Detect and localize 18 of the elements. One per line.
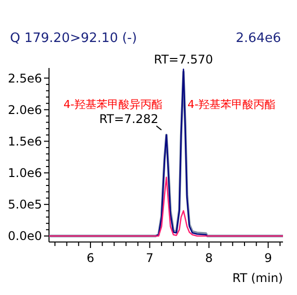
x-axis-title: RT (min)	[232, 271, 283, 285]
text: 2.64e6	[236, 31, 281, 46]
y-tick-label: 1.5e6	[8, 134, 42, 148]
x-tick-label: 9	[264, 251, 272, 265]
line-series	[48, 176, 284, 237]
chart-title: Q 179.20>92.10 (-)	[10, 31, 137, 46]
y-tick-label: 0.0e0	[8, 229, 42, 244]
y-tick-label: 2.5e6	[8, 71, 42, 86]
annotation: 4-羟基苯甲酸异丙酯	[63, 98, 162, 111]
annotation: RT=7.282	[99, 112, 158, 126]
y-tick-label: 1.0e6	[8, 166, 42, 180]
y-tick-label: 2.0e6	[8, 102, 42, 117]
x-tick-label: 8	[205, 251, 213, 265]
y-tick-label: 5.0e5	[8, 198, 42, 212]
annotation: 4-羟基苯甲酸丙酯	[187, 98, 276, 111]
x-tick-label: 7	[146, 251, 154, 265]
x-tick-label: 6	[86, 251, 94, 265]
annotation: RT=7.570	[154, 52, 214, 66]
